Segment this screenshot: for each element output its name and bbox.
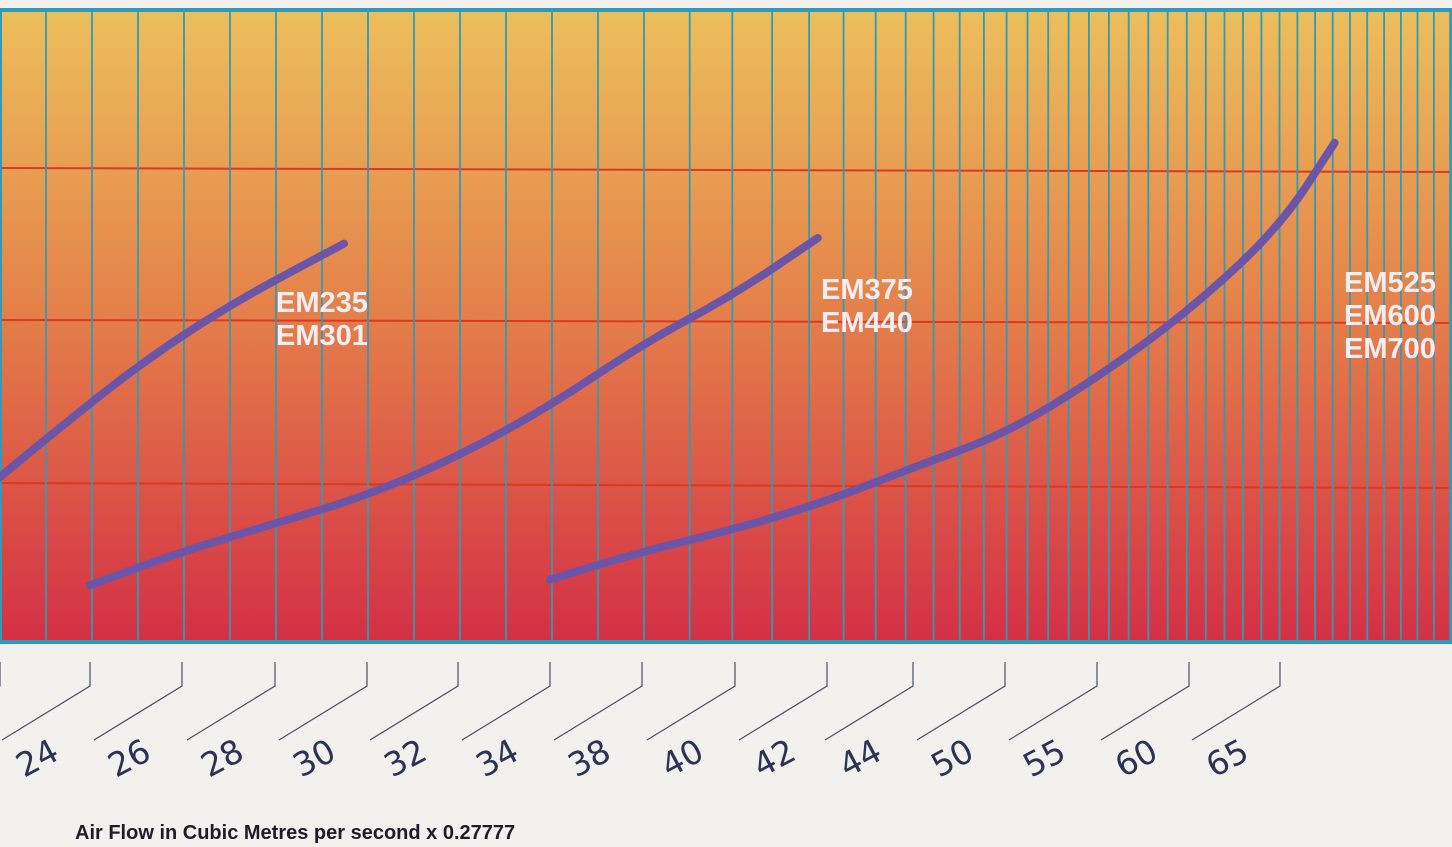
series-curve-3: [546, 138, 1339, 584]
series-curve-2: [86, 234, 822, 590]
x-tick-32: [369, 662, 459, 741]
x-axis-ticks: [0, 662, 1281, 741]
x-tick-28: [186, 662, 276, 741]
plot-border: [0, 8, 1452, 644]
series-label-2-line-1: EM375: [821, 274, 913, 306]
x-tick-label-24: 24: [9, 731, 64, 785]
x-tick-24: [1, 662, 91, 741]
x-tick-label-38: 38: [561, 731, 616, 785]
x-tick-label-32: 32: [377, 731, 432, 785]
x-tick-label-65: 65: [1199, 731, 1254, 785]
h-grid-line-3: [0, 482, 1452, 489]
x-tick-label-55: 55: [1016, 731, 1071, 785]
series-label-3-line-1: EM525: [1344, 267, 1436, 299]
x-tick-label-34: 34: [469, 731, 524, 785]
horizontal-grid: [0, 167, 1452, 489]
x-tick-label-40: 40: [654, 731, 709, 785]
x-tick-label-30: 30: [286, 731, 341, 785]
series-label-1-line-1: EM235: [276, 287, 368, 319]
series-label-2-line-2: EM440: [821, 307, 913, 339]
x-axis-title: Air Flow in Cubic Metres per second x 0.…: [75, 822, 516, 844]
series-curve-1: [0, 239, 348, 483]
series-label-1-line-2: EM301: [276, 320, 368, 352]
x-tick-60: [1100, 662, 1190, 741]
h-grid-line-2: [0, 319, 1452, 324]
x-tick-55: [1008, 662, 1098, 741]
x-tick-40: [646, 662, 736, 741]
x-tick-44: [824, 662, 914, 741]
x-tick-label-60: 60: [1108, 731, 1163, 785]
x-tick-label-42: 42: [746, 731, 801, 785]
plot-background: [0, 10, 1452, 642]
x-tick-label-44: 44: [832, 731, 887, 785]
x-tick-26: [93, 662, 183, 741]
x-tick-label-26: 26: [101, 731, 156, 785]
x-tick-65: [1191, 662, 1281, 741]
x-tick-30: [278, 662, 368, 741]
x-tick-label-50: 50: [924, 731, 979, 785]
series-label-3-line-2: EM600: [1344, 300, 1436, 332]
x-tick-label-28: 28: [194, 731, 249, 785]
series-curves: [0, 138, 1339, 590]
x-tick-50: [916, 662, 1006, 741]
vertical-grid: [0, 10, 1451, 642]
x-tick-34: [461, 662, 551, 741]
series-label-3-line-3: EM700: [1344, 333, 1436, 365]
x-tick-42: [738, 662, 828, 741]
x-tick-38: [553, 662, 643, 741]
h-grid-line-1: [0, 167, 1452, 173]
